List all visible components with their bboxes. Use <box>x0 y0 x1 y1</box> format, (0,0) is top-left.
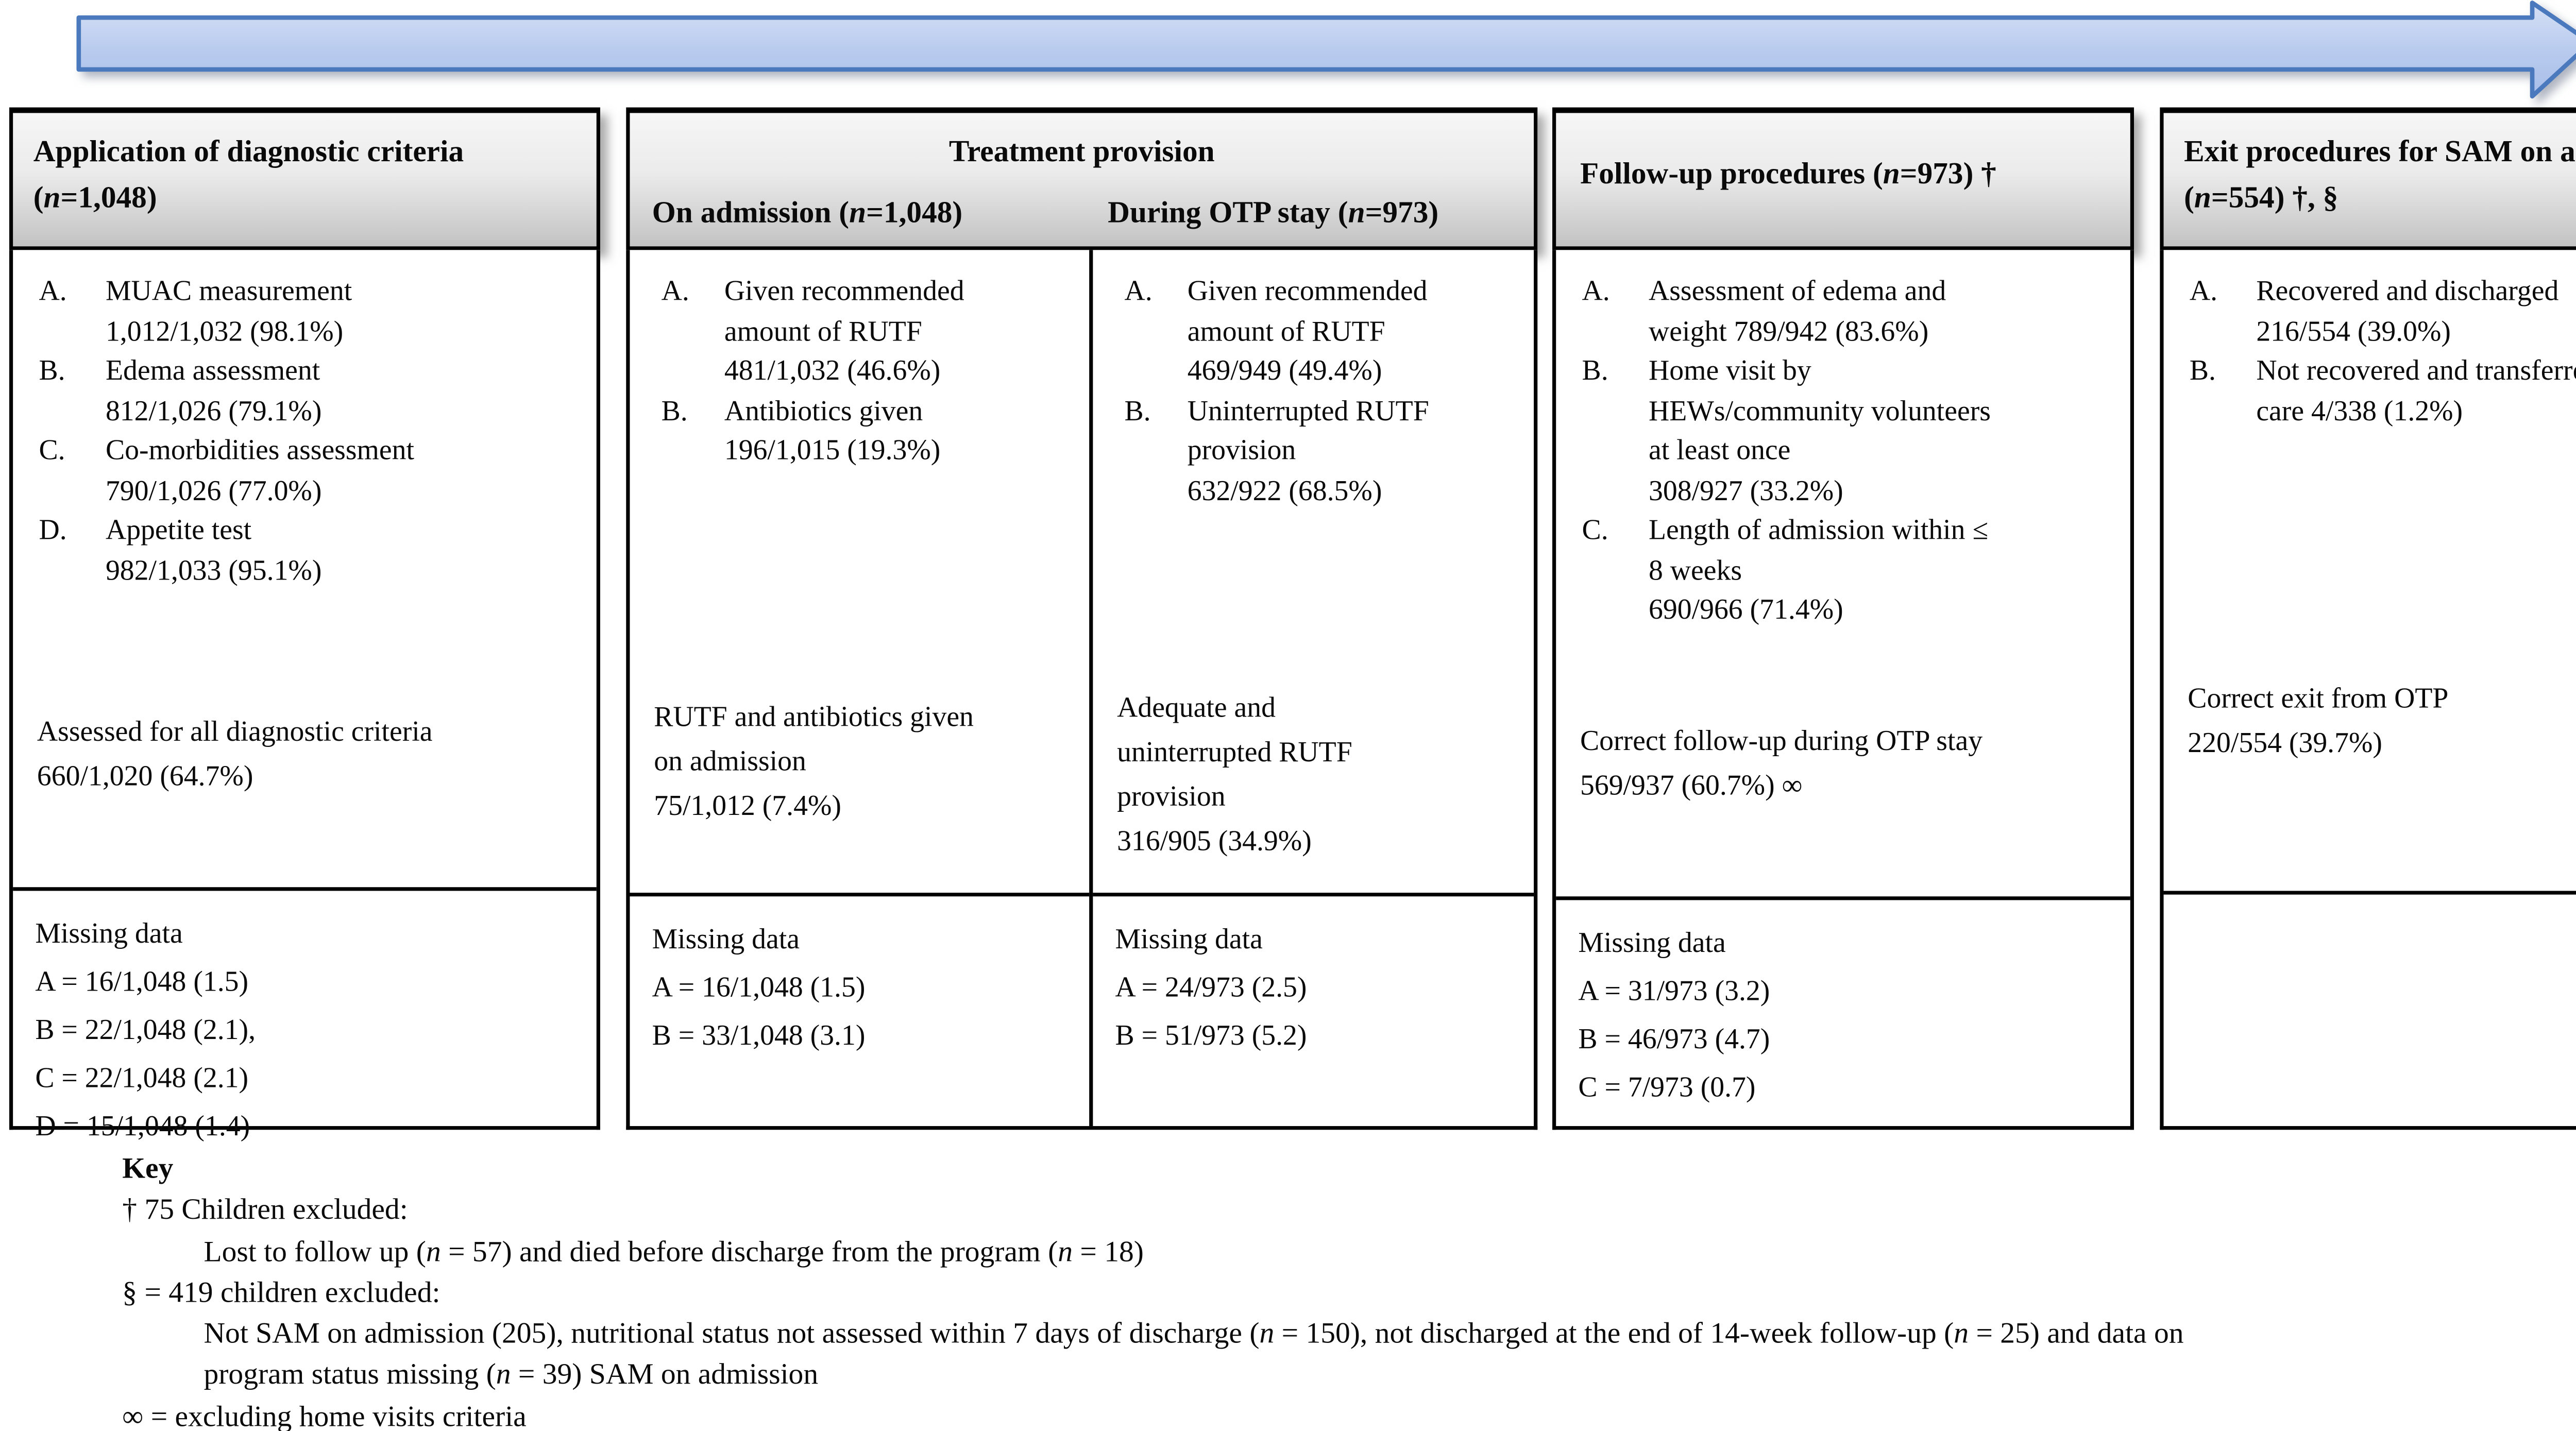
key-line: † 75 Children excluded: <box>122 1195 408 1227</box>
criteria-list: A. Recovered and discharged 216/554 (39.… <box>2164 250 2576 431</box>
list-item-value: 812/1,026 (79.1%) <box>105 395 322 427</box>
key-line: program status missing (n = 39) SAM on a… <box>204 1360 819 1392</box>
summary-text: Correct exit from OTP 220/554 (39.7%) <box>2188 683 2449 760</box>
list-item: C. Length of admission within ≤ 8 weeks … <box>1582 511 2123 631</box>
list-item: B. Home visit by HEWs/community voluntee… <box>1582 352 2123 511</box>
list-item: B. Uninterrupted RUTF provision 632/922 … <box>1124 391 1526 511</box>
column-during-otp-stay: A. Given recommended amount of RUTF 469/… <box>1089 250 1534 1127</box>
summary-text: Correct follow-up during OTP stay 569/93… <box>1580 726 1983 802</box>
criteria-list: A. Given recommended amount of RUTF 469/… <box>1093 250 1534 511</box>
list-item-value: 1,012/1,032 (98.1%) <box>105 316 344 348</box>
column-header-on-admission: On admission (n=1,048) <box>652 194 963 230</box>
list-item: B. Edema assessment 812/1,026 (79.1%) <box>39 352 589 432</box>
list-item-text: Edema assessment <box>105 355 320 387</box>
list-item-value: 982/1,033 (95.1%) <box>105 554 322 586</box>
missing-data-section-empty <box>2163 891 2576 1126</box>
panel-body: A. Assessment of edema and weight 789/94… <box>1552 250 2134 1130</box>
panel-title: Follow-up procedures (n=973) † <box>1580 155 1996 190</box>
list-marker: B. <box>2189 355 2216 387</box>
list-item-value: 790/1,026 (77.0%) <box>105 475 322 507</box>
list-item: A. Recovered and discharged 216/554 (39.… <box>2190 272 2576 352</box>
key-line: § = 419 children excluded: <box>122 1277 440 1309</box>
list-marker: B. <box>1124 395 1151 427</box>
summary-text: Assessed for all diagnostic criteria 660… <box>37 717 433 793</box>
list-marker: A. <box>1582 276 1610 308</box>
list-marker: A. <box>2189 276 2218 308</box>
list-item: B. Not recovered and transferred to inpa… <box>2190 352 2576 432</box>
panel-body: A. MUAC measurement 1,012/1,032 (98.1%) … <box>9 250 600 1143</box>
panel-title-line: (n=1,048) <box>33 179 157 215</box>
panel-title-line: (n=554) †, § <box>2184 179 2338 215</box>
list-marker: B. <box>661 395 688 427</box>
list-item: C. Co-morbidities assessment 790/1,026 (… <box>39 432 589 512</box>
list-item: B. Antibiotics given 196/1,015 (19.3%) <box>662 391 1082 471</box>
list-item-text: Appetite test <box>105 515 252 547</box>
panel-title-line: Application of diagnostic criteria <box>33 133 464 169</box>
key-line: Not SAM on admission (205), nutritional … <box>204 1319 2184 1351</box>
missing-data-section: Missing data A = 16/1,048 (1.5) B = 33/1… <box>630 893 1090 1126</box>
column-header-during-otp-stay: During OTP stay (n=973) <box>1108 194 1439 230</box>
panel-followup-procedures: Follow-up procedures (n=973) † A. Assess… <box>1552 107 2134 1130</box>
panel-header: Application of diagnostic criteria (n=1,… <box>9 107 600 250</box>
list-item: A. Given recommended amount of RUTF 481/… <box>662 272 1082 392</box>
list-item: A. MUAC measurement 1,012/1,032 (98.1%) <box>39 272 589 352</box>
list-marker: A. <box>39 276 67 308</box>
list-marker: C. <box>39 435 65 467</box>
panel-exit-procedures: Exit procedures for SAM on admission (n=… <box>2160 107 2576 1130</box>
panel-header: Follow-up procedures (n=973) † <box>1552 107 2134 250</box>
panel-diagnostic-criteria: Application of diagnostic criteria (n=1,… <box>9 107 600 1143</box>
list-item-text: MUAC measurement <box>105 276 352 308</box>
list-item-text: Co-morbidities assessment <box>105 435 415 467</box>
list-marker: A. <box>661 276 689 308</box>
missing-data-section: Missing data A = 16/1,048 (1.5) B = 22/1… <box>13 887 597 1143</box>
summary-text: Adequate and uninterrupted RUTF provisio… <box>1117 692 1352 858</box>
panel-body: A. Recovered and discharged 216/554 (39.… <box>2160 250 2576 1130</box>
missing-data-section: Missing data A = 24/973 (2.5) B = 51/973… <box>1093 893 1534 1126</box>
list-item: D. Appetite test 982/1,033 (95.1%) <box>39 511 589 591</box>
list-marker: A. <box>1124 276 1153 308</box>
key-line: Lost to follow up (n = 57) and died befo… <box>204 1236 1144 1268</box>
panel-body: A. Given recommended amount of RUTF 481/… <box>626 250 1538 1130</box>
right-flow-arrow-icon <box>76 1 2576 99</box>
key-line: ∞ = excluding home visits criteria <box>122 1402 527 1431</box>
list-item: A. Given recommended amount of RUTF 469/… <box>1124 272 1526 392</box>
missing-data-section: Missing data A = 31/973 (3.2) B = 46/973… <box>1556 896 2130 1126</box>
figure-key: Key † 75 Children excluded: Lost to foll… <box>122 1150 2183 1431</box>
column-on-admission: A. Given recommended amount of RUTF 481/… <box>630 250 1090 1126</box>
list-marker: C. <box>1582 515 1608 547</box>
criteria-list: A. Given recommended amount of RUTF 481/… <box>630 250 1089 471</box>
summary-text: RUTF and antibiotics given on admission … <box>654 702 974 823</box>
criteria-list: A. Assessment of edema and weight 789/94… <box>1556 250 2130 631</box>
list-item: A. Assessment of edema and weight 789/94… <box>1582 272 2123 352</box>
list-marker: D. <box>39 515 67 547</box>
key-heading: Key <box>122 1153 174 1186</box>
criteria-list: A. MUAC measurement 1,012/1,032 (98.1%) … <box>13 250 597 591</box>
list-marker: B. <box>39 355 65 387</box>
panel-header: Exit procedures for SAM on admission (n=… <box>2160 107 2576 250</box>
panel-title-line: Exit procedures for SAM on admission <box>2184 133 2576 169</box>
panel-treatment-provision: Treatment provision On admission (n=1,04… <box>626 107 1538 1130</box>
panel-title: Treatment provision <box>948 133 1215 169</box>
list-marker: B. <box>1582 355 1608 387</box>
panel-header: Treatment provision On admission (n=1,04… <box>626 107 1538 250</box>
